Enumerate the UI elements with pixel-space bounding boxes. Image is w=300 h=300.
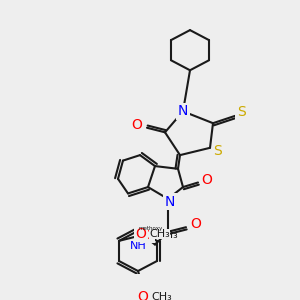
Text: CH₃: CH₃	[151, 292, 172, 300]
Text: S: S	[214, 145, 222, 158]
Text: S: S	[237, 105, 245, 119]
Text: N: N	[165, 195, 175, 209]
Text: O: O	[132, 118, 142, 132]
Text: CH₃: CH₃	[157, 230, 178, 240]
Text: O: O	[190, 218, 201, 232]
Text: CH₃: CH₃	[149, 229, 170, 238]
Text: O: O	[138, 290, 148, 300]
Text: O: O	[202, 173, 212, 187]
Text: NH: NH	[130, 242, 147, 251]
Text: N: N	[178, 104, 188, 118]
Text: methoxy: methoxy	[139, 226, 163, 231]
Text: O: O	[136, 226, 146, 241]
Text: O: O	[144, 229, 154, 242]
